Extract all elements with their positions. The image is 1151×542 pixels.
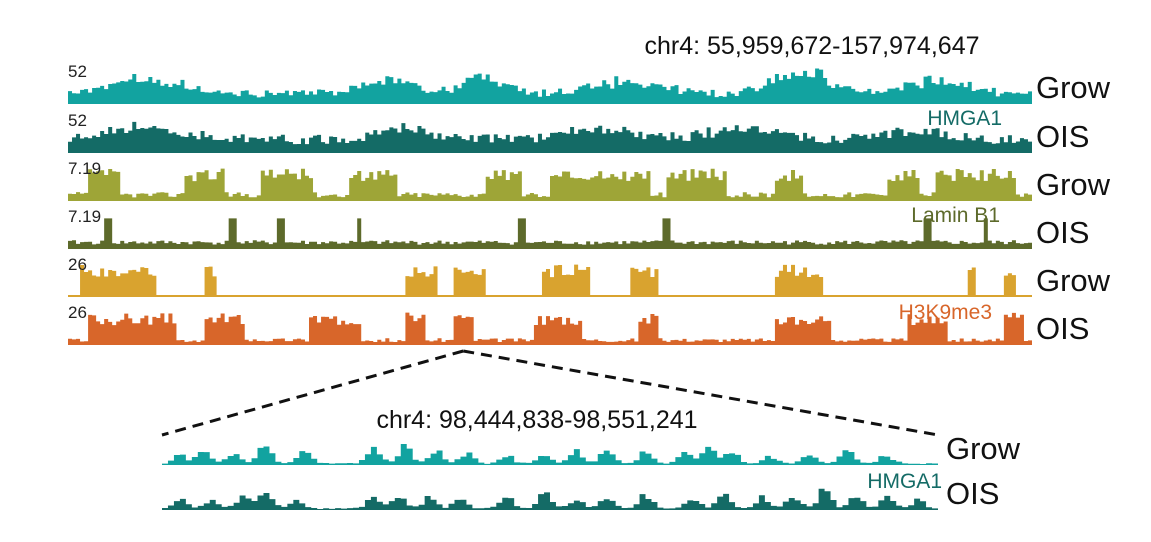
baseline-h3k9me3-ois	[68, 343, 1032, 345]
baseline-zoom-ois	[162, 509, 938, 510]
condition-label-laminb1-ois: OIS	[1036, 215, 1089, 250]
scale-label-hmga1-ois: 52	[68, 111, 87, 130]
zoom-line-right	[462, 349, 939, 437]
zoom-region-label: chr4: 98,444,838-98,551,241	[376, 406, 697, 434]
top-track-panel	[68, 68, 1032, 345]
scale-label-h3k9me3-ois: 26	[68, 303, 87, 322]
zoom-condition-label-zoom-grow: Grow	[946, 431, 1021, 466]
baseline-hmga1-grow	[68, 102, 1032, 104]
scale-label-hmga1-grow: 52	[68, 62, 87, 81]
baseline-laminb1-grow	[68, 199, 1032, 201]
track-zoom-ois	[162, 488, 938, 510]
top-region-label: chr4: 55,959,672-157,974,647	[645, 32, 980, 60]
condition-label-hmga1-grow: Grow	[1036, 70, 1111, 105]
top-label-panel: 52 Grow 52 OIS 7.19 Grow 7.19 OIS 26 Grow 26 OIS HMG…	[68, 62, 1111, 346]
mark-label-hmga1: HMGA1	[927, 107, 1002, 130]
zoom-condition-label-zoom-ois: OIS	[946, 476, 999, 511]
track-laminb1-grow	[68, 168, 1032, 201]
track-hmga1-grow	[68, 68, 1032, 104]
track-laminb1-ois	[68, 218, 1032, 249]
mark-label-h3k9me3: H3K9me3	[899, 301, 992, 324]
baseline-zoom-grow	[162, 464, 938, 465]
zoom-line-left	[161, 349, 464, 437]
condition-label-h3k9me3-grow: Grow	[1036, 263, 1111, 298]
scale-label-laminb1-ois: 7.19	[68, 207, 101, 226]
zoom-mark-label-hmga1: HMGA1	[867, 470, 942, 493]
track-h3k9me3-grow	[68, 264, 1032, 297]
scale-label-laminb1-grow: 7.19	[68, 159, 101, 178]
baseline-h3k9me3-grow	[68, 295, 1032, 297]
scale-label-h3k9me3-grow: 26	[68, 255, 87, 274]
condition-label-hmga1-ois: OIS	[1036, 119, 1089, 154]
baseline-hmga1-ois	[68, 151, 1032, 153]
track-zoom-grow	[162, 444, 938, 465]
baseline-laminb1-ois	[68, 247, 1032, 249]
condition-label-h3k9me3-ois: OIS	[1036, 311, 1089, 346]
track-hmga1-ois	[68, 121, 1032, 153]
zoom-track-panel	[162, 444, 938, 510]
mark-label-laminb1: Lamin B1	[911, 204, 1000, 227]
track-h3k9me3-ois	[68, 312, 1032, 345]
condition-label-laminb1-grow: Grow	[1036, 167, 1111, 202]
